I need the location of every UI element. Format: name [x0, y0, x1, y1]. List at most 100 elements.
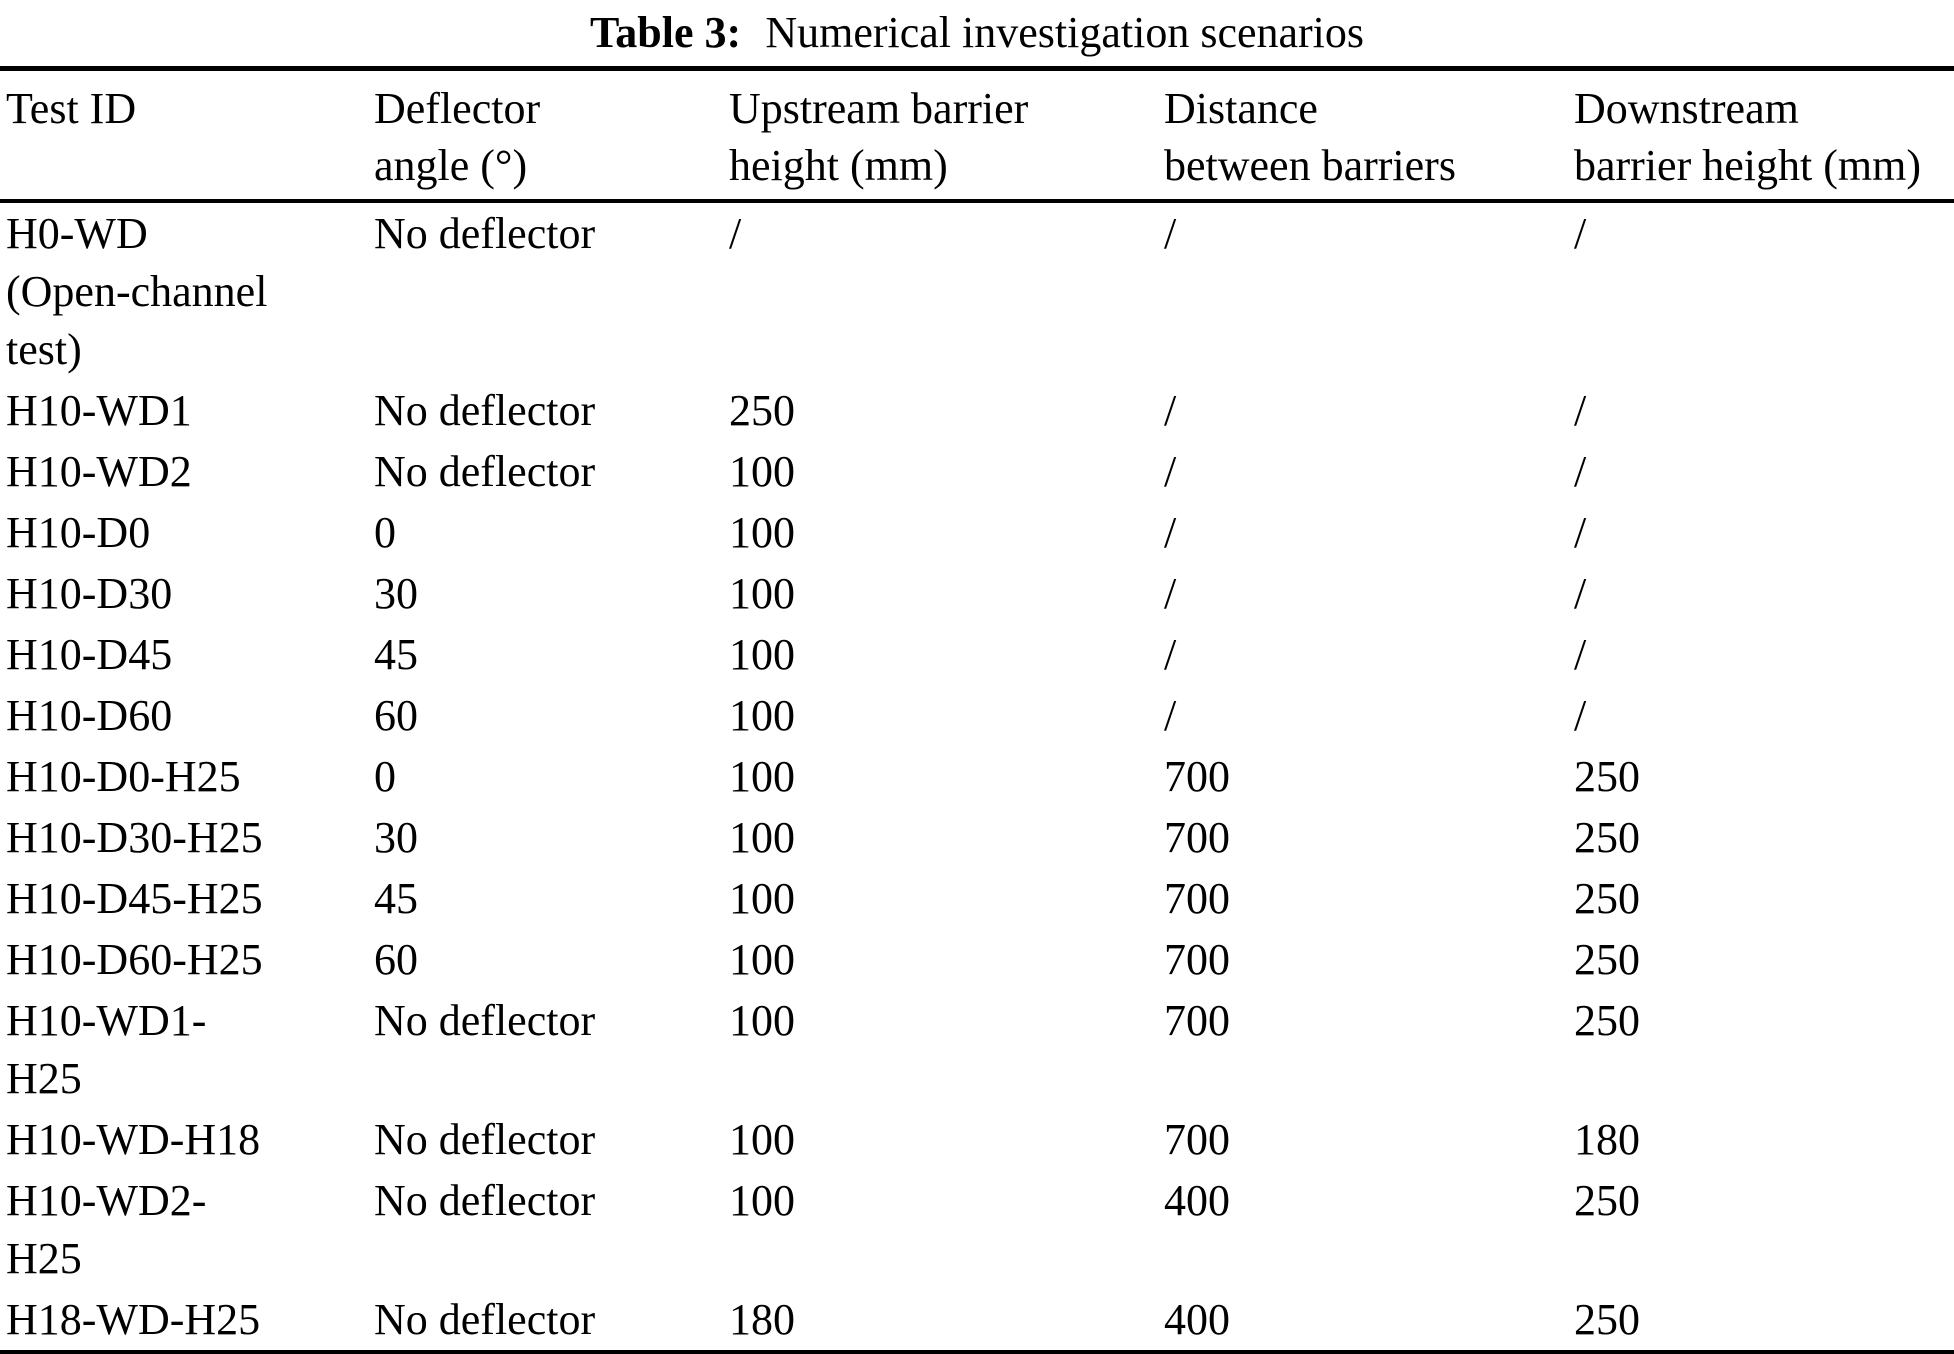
- cell-barrier-distance: 700: [1164, 874, 1230, 923]
- column-header-barrier-distance: Distance between barriers: [1164, 68, 1574, 203]
- cell-downstream-height: 250: [1574, 1176, 1640, 1225]
- table-row: H10-WD1 No deflector 250 / /: [0, 380, 1954, 441]
- cell-downstream-height: /: [1574, 386, 1587, 435]
- table-caption-label: Table 3:: [589, 8, 742, 57]
- cell-barrier-distance: 700: [1164, 1115, 1230, 1164]
- cell-upstream-height: 100: [729, 508, 795, 557]
- cell-deflector-angle: No deflector: [374, 1176, 596, 1225]
- cell-upstream-height: 100: [729, 874, 795, 923]
- table-row: H10-WD-H18 No deflector 100 700 180: [0, 1109, 1954, 1170]
- table-row: H10-WD2 No deflector 100 / /: [0, 441, 1954, 502]
- cell-deflector-angle: 45: [374, 874, 418, 923]
- cell-downstream-height: /: [1574, 569, 1587, 618]
- cell-downstream-height: 250: [1574, 813, 1640, 862]
- cell-barrier-distance: 700: [1164, 752, 1230, 801]
- cell-barrier-distance: /: [1164, 386, 1177, 435]
- cell-test-id: H0-WD (Open-channel test): [6, 209, 268, 374]
- cell-deflector-angle: No deflector: [374, 1115, 596, 1164]
- cell-test-id: H10-WD1: [6, 386, 192, 435]
- cell-barrier-distance: 700: [1164, 813, 1230, 862]
- cell-barrier-distance: 700: [1164, 996, 1230, 1045]
- cell-deflector-angle: 0: [374, 508, 396, 557]
- table-row: H10-D0 0 100 / /: [0, 502, 1954, 563]
- table-row: H18-WD-H25 No deflector 180 400 250: [0, 1289, 1954, 1353]
- cell-upstream-height: /: [729, 209, 742, 258]
- cell-upstream-height: 100: [729, 569, 795, 618]
- cell-downstream-height: /: [1574, 447, 1587, 496]
- cell-barrier-distance: 400: [1164, 1176, 1230, 1225]
- cell-deflector-angle: 60: [374, 691, 418, 740]
- table-row: H10-D60 60 100 / /: [0, 685, 1954, 746]
- cell-deflector-angle: No deflector: [374, 209, 596, 258]
- header-row: Test ID Deflector angle (°) Upstream bar…: [0, 68, 1954, 203]
- cell-deflector-angle: 30: [374, 813, 418, 862]
- cell-test-id: H10-D30: [6, 569, 173, 618]
- scenarios-table: Test ID Deflector angle (°) Upstream bar…: [0, 66, 1954, 1354]
- cell-deflector-angle: 0: [374, 752, 396, 801]
- cell-upstream-height: 100: [729, 935, 795, 984]
- table-row: H10-D45-H25 45 100 700 250: [0, 868, 1954, 929]
- cell-test-id: H10-WD2: [6, 447, 192, 496]
- cell-deflector-angle: No deflector: [374, 1295, 596, 1344]
- column-header-deflector-angle: Deflector angle (°): [374, 68, 729, 203]
- cell-test-id: H10-D45-H25: [6, 874, 263, 923]
- cell-barrier-distance: /: [1164, 691, 1177, 740]
- cell-downstream-height: 250: [1574, 874, 1640, 923]
- cell-deflector-angle: No deflector: [374, 447, 596, 496]
- column-header-upstream-height: Upstream barrier height (mm): [729, 68, 1164, 203]
- cell-barrier-distance: /: [1164, 209, 1177, 258]
- cell-test-id: H10-D0: [6, 508, 151, 557]
- column-header-downstream-height: Downstream barrier height (mm): [1574, 68, 1954, 203]
- cell-upstream-height: 100: [729, 752, 795, 801]
- table-row: H10-D0-H25 0 100 700 250: [0, 746, 1954, 807]
- cell-barrier-distance: /: [1164, 569, 1177, 618]
- cell-deflector-angle: No deflector: [374, 996, 596, 1045]
- table-caption-title: Numerical investigation scenarios: [765, 8, 1365, 57]
- table-caption: Table 3: Numerical investigation scenario…: [0, 0, 1954, 66]
- cell-deflector-angle: 60: [374, 935, 418, 984]
- cell-barrier-distance: /: [1164, 508, 1177, 557]
- cell-test-id: H10-D60: [6, 691, 173, 740]
- cell-barrier-distance: 400: [1164, 1295, 1230, 1344]
- cell-deflector-angle: 45: [374, 630, 418, 679]
- cell-deflector-angle: 30: [374, 569, 418, 618]
- cell-downstream-height: /: [1574, 691, 1587, 740]
- table-row: H10-D45 45 100 / /: [0, 624, 1954, 685]
- cell-test-id: H10-D0-H25: [6, 752, 241, 801]
- cell-downstream-height: 250: [1574, 996, 1640, 1045]
- cell-upstream-height: 100: [729, 447, 795, 496]
- cell-downstream-height: 180: [1574, 1115, 1640, 1164]
- cell-downstream-height: /: [1574, 630, 1587, 679]
- cell-test-id: H10-D30-H25: [6, 813, 263, 862]
- cell-upstream-height: 100: [729, 691, 795, 740]
- cell-test-id: H10-WD1- H25: [6, 996, 207, 1103]
- cell-downstream-height: 250: [1574, 1295, 1640, 1344]
- table-row: H10-D60-H25 60 100 700 250: [0, 929, 1954, 990]
- cell-downstream-height: 250: [1574, 935, 1640, 984]
- cell-test-id: H10-D45: [6, 630, 173, 679]
- cell-barrier-distance: /: [1164, 630, 1177, 679]
- cell-test-id: H10-WD-H18: [6, 1115, 261, 1164]
- cell-test-id: H10-D60-H25: [6, 935, 263, 984]
- cell-upstream-height: 100: [729, 996, 795, 1045]
- cell-upstream-height: 100: [729, 1176, 795, 1225]
- cell-upstream-height: 100: [729, 1115, 795, 1164]
- cell-test-id: H18-WD-H25: [6, 1295, 261, 1344]
- cell-barrier-distance: 700: [1164, 935, 1230, 984]
- table-row: H10-D30 30 100 / /: [0, 563, 1954, 624]
- cell-deflector-angle: No deflector: [374, 386, 596, 435]
- cell-upstream-height: 250: [729, 386, 795, 435]
- column-header-test-id: Test ID: [0, 68, 374, 203]
- table-header: Test ID Deflector angle (°) Upstream bar…: [0, 68, 1954, 203]
- cell-downstream-height: /: [1574, 508, 1587, 557]
- table-body: H0-WD (Open-channel test) No deflector / / /…: [0, 201, 1954, 1353]
- cell-test-id: H10-WD2- H25: [6, 1176, 207, 1283]
- table-row: H10-D30-H25 30 100 700 250: [0, 807, 1954, 868]
- cell-upstream-height: 100: [729, 630, 795, 679]
- table-row: H10-WD1- H25 No deflector 100 700 250: [0, 990, 1954, 1109]
- cell-barrier-distance: /: [1164, 447, 1177, 496]
- cell-downstream-height: /: [1574, 209, 1587, 258]
- table-row: H10-WD2- H25 No deflector 100 400 250: [0, 1170, 1954, 1289]
- cell-upstream-height: 180: [729, 1295, 795, 1344]
